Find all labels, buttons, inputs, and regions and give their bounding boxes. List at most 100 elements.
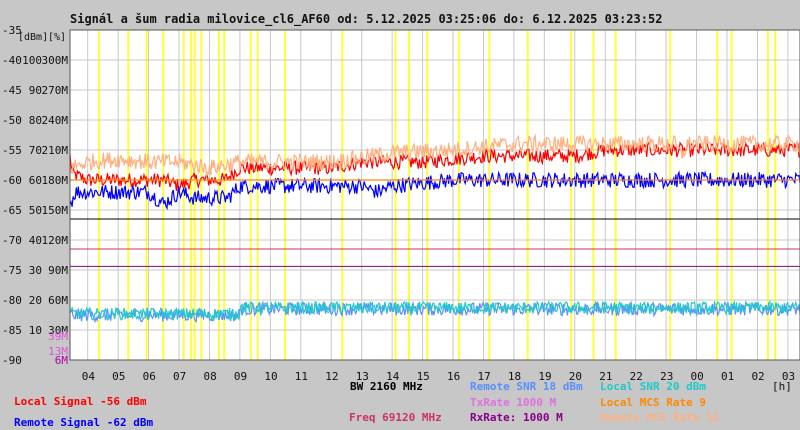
chart-title: Signál a šum radia milovice_cl6_AF60 od:… <box>70 12 663 26</box>
x-tick-label: 19 <box>538 370 551 383</box>
highlight-band <box>488 30 491 360</box>
highlight-band <box>182 30 185 360</box>
series-remote-signal <box>69 170 800 211</box>
highlight-band <box>669 30 672 360</box>
highlight-band <box>570 30 573 360</box>
x-tick-label: 23 <box>660 370 673 383</box>
highlight-band <box>394 30 397 360</box>
x-tick-label: 16 <box>447 370 460 383</box>
series-remote-mcs-rate <box>69 133 800 178</box>
y-tick-rate: 90M <box>48 264 68 277</box>
highlight-band <box>407 30 410 360</box>
y-tick-dbm: -70 <box>2 234 22 247</box>
y-tick-dbm: -50 <box>2 114 22 127</box>
highlight-band <box>526 30 529 360</box>
x-tick-label: 13 <box>356 370 369 383</box>
highlight-band <box>592 30 595 360</box>
highlight-band <box>614 30 617 360</box>
legend-rxrate: RxRate: 1000 M <box>470 411 563 424</box>
y-tick-rate: 210M <box>42 144 69 157</box>
x-tick-label: 10 <box>264 370 277 383</box>
highlight-band <box>341 30 344 360</box>
highlight-band <box>426 30 429 360</box>
y-tick-percent: 10 <box>29 324 42 337</box>
x-tick-label: 01 <box>721 370 734 383</box>
y-unit-percent: [%] <box>48 32 66 43</box>
highlight-band <box>457 30 460 360</box>
y-tick-mcs: 39M <box>48 330 68 343</box>
y-tick-dbm: -90 <box>2 354 22 367</box>
y-tick-rate: 60M <box>48 294 68 307</box>
x-tick-label: 08 <box>203 370 216 383</box>
series-local-signal <box>69 141 800 195</box>
x-tick-label: 07 <box>173 370 186 383</box>
x-tick-label: 20 <box>569 370 582 383</box>
legend-txrate: TxRate 1000 M <box>470 396 557 409</box>
legend-remote-mcs: Remote MCS Rate 12 <box>600 411 720 424</box>
x-tick-label: 00 <box>691 370 704 383</box>
y-tick-dbm: -85 <box>2 324 22 337</box>
y-tick-mcs: 6M <box>55 354 69 367</box>
y-tick-percent: 70 <box>29 144 42 157</box>
y-unit-dbm: [dBm] <box>18 32 48 43</box>
legend-local-signal: Local Signal -56 dBm <box>14 395 147 408</box>
x-tick-label: 09 <box>234 370 247 383</box>
y-tick-dbm: -80 <box>2 294 22 307</box>
highlight-band <box>716 30 719 360</box>
y-tick-percent: 100 <box>22 54 42 67</box>
highlight-band <box>218 30 221 360</box>
x-tick-label: 03 <box>782 370 795 383</box>
x-tick-label: 11 <box>295 370 308 383</box>
y-tick-dbm: -75 <box>2 264 22 277</box>
y-tick-rate: 120M <box>42 234 69 247</box>
y-tick-percent: 40 <box>29 234 42 247</box>
highlight-band <box>249 30 252 360</box>
x-tick-label: 15 <box>417 370 430 383</box>
highlight-band <box>162 30 165 360</box>
y-tick-rate: 240M <box>42 114 69 127</box>
legend-local-mcs: Local MCS Rate 9 <box>600 396 706 409</box>
x-tick-label: 17 <box>477 370 490 383</box>
y-tick-dbm: -45 <box>2 84 22 97</box>
y-tick-percent: 20 <box>29 294 42 307</box>
y-tick-percent: 50 <box>29 204 42 217</box>
y-tick-dbm: -65 <box>2 204 22 217</box>
y-tick-rate: 270M <box>42 84 69 97</box>
y-tick-dbm: -35 <box>2 24 22 37</box>
highlight-band <box>774 30 777 360</box>
x-tick-label: 12 <box>325 370 338 383</box>
highlight-band <box>284 30 287 360</box>
y-tick-percent: 90 <box>29 84 42 97</box>
highlight-band <box>766 30 769 360</box>
y-tick-dbm: -40 <box>2 54 22 67</box>
x-tick-label: 02 <box>751 370 764 383</box>
y-tick-dbm: -55 <box>2 144 22 157</box>
y-tick-rate: 150M <box>42 204 69 217</box>
y-tick-rate: 30M <box>48 324 68 337</box>
x-tick-label: 21 <box>599 370 612 383</box>
highlight-band <box>189 30 192 360</box>
y-tick-percent: 30 <box>29 264 42 277</box>
plot-border <box>69 29 800 361</box>
legend-remote-snr: Remote SNR 18 dBm <box>470 380 583 393</box>
y-tick-mcs: 13M <box>48 345 68 358</box>
highlight-band <box>256 30 259 360</box>
x-tick-label: 05 <box>112 370 125 383</box>
legend-freq: Freq 69120 MHz <box>349 411 442 424</box>
x-unit-label: [h] <box>772 380 792 393</box>
x-tick-label: 14 <box>386 370 400 383</box>
y-tick-rate: 180M <box>42 174 69 187</box>
y-tick-rate: 300M <box>42 54 69 67</box>
y-tick-percent: 80 <box>29 114 42 127</box>
x-tick-label: 06 <box>143 370 156 383</box>
y-tick-dbm: -60 <box>2 174 22 187</box>
legend-bw: BW 2160 MHz <box>350 380 423 393</box>
y-tick-percent: 60 <box>29 174 42 187</box>
highlight-band <box>127 30 130 360</box>
x-tick-label: 04 <box>82 370 96 383</box>
x-tick-label: 18 <box>508 370 521 383</box>
legend-local-snr: Local SNR 20 dBm <box>600 380 706 393</box>
legend-remote-signal: Remote Signal -62 dBm <box>14 416 154 429</box>
series-local-snr <box>69 299 800 322</box>
